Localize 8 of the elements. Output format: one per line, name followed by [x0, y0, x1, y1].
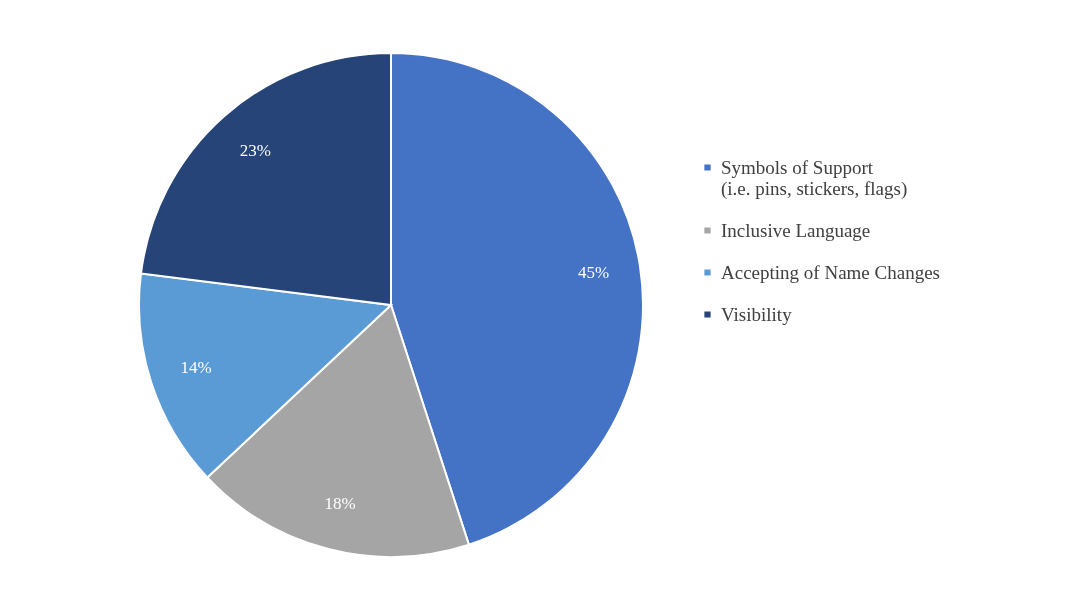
legend-label: Visibility	[721, 303, 793, 325]
data-label: 18%	[324, 493, 356, 513]
data-label: 45%	[577, 262, 610, 282]
data-label: 14%	[180, 358, 212, 378]
legend-label: Accepting of Name Changes	[721, 261, 940, 283]
legend-label: Symbols of Support (i.e. pins, stickers, flags)	[721, 156, 908, 200]
data-label: 23%	[239, 141, 272, 161]
legend-label: Inclusive Language	[721, 219, 871, 241]
